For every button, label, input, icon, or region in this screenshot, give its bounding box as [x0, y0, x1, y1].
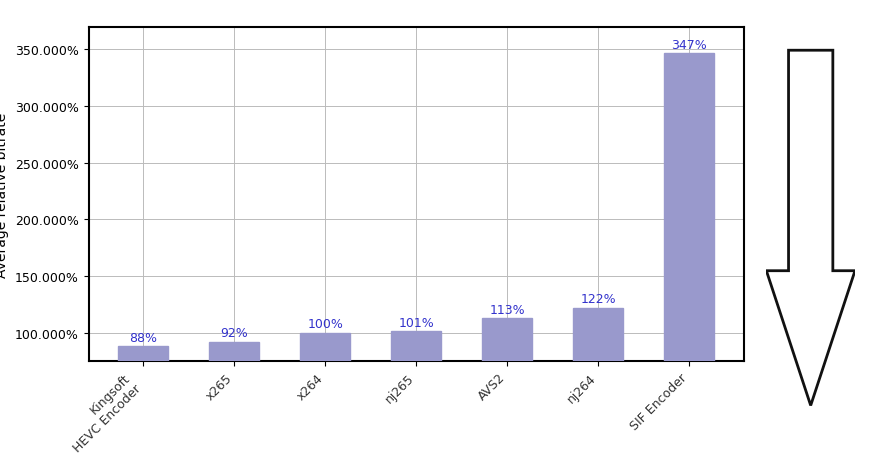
- Text: 101%: 101%: [399, 317, 434, 330]
- Text: 92%: 92%: [221, 327, 248, 340]
- Y-axis label: Average relative bitrate: Average relative bitrate: [0, 112, 10, 277]
- Text: 122%: 122%: [580, 293, 617, 306]
- Bar: [119, 346, 168, 446]
- Bar: [300, 333, 351, 446]
- Text: 100%: 100%: [307, 318, 344, 331]
- Polygon shape: [766, 51, 855, 406]
- Bar: [209, 342, 260, 446]
- Text: 88%: 88%: [129, 331, 158, 344]
- Bar: [392, 332, 441, 446]
- Bar: [573, 308, 624, 446]
- Text: 113%: 113%: [490, 303, 525, 316]
- Bar: [482, 318, 532, 446]
- Text: Better: Better: [804, 137, 818, 185]
- Text: 347%: 347%: [672, 38, 707, 51]
- Bar: [664, 54, 714, 446]
